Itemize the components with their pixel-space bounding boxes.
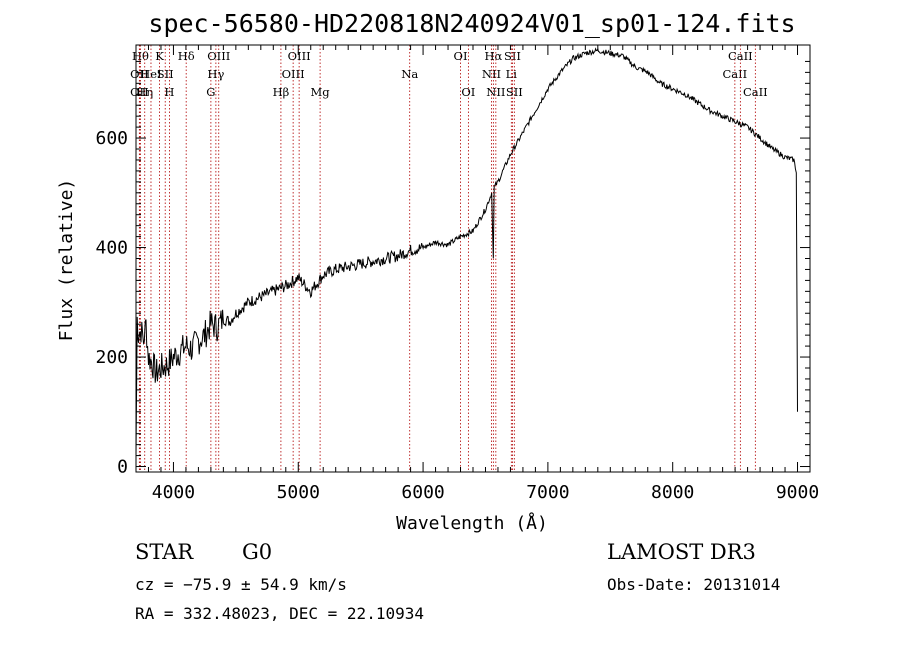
x-tick-label: 5000 <box>277 482 320 503</box>
spectral-line-label: G <box>206 85 215 99</box>
observation-date: Obs-Date: 20131014 <box>607 575 781 594</box>
spectral-line-label: HeI <box>140 67 161 81</box>
spectral-line-label: H <box>164 85 174 99</box>
y-tick-label: 200 <box>95 347 128 368</box>
spectral-line-label: Hβ <box>273 85 290 99</box>
spectral-line-label: Li <box>506 67 518 81</box>
x-axis-label: Wavelength (Å) <box>396 512 548 534</box>
y-axis-ticks: 0 200 400 600 <box>95 60 810 478</box>
flux-series-line <box>135 47 798 456</box>
spectral-line-label: CaII <box>743 85 768 99</box>
spectral-line-label: Hδ <box>178 49 195 63</box>
survey-name: LAMOST DR3 <box>607 540 756 564</box>
spectral-line-label: CaII <box>722 67 747 81</box>
x-tick-label: 4000 <box>152 482 195 503</box>
x-tick-label: 9000 <box>776 482 819 503</box>
spectral-line-label: Hγ <box>207 67 224 81</box>
spectral-line-label: OI <box>454 49 468 63</box>
x-tick-label: 7000 <box>526 482 569 503</box>
y-axis-label: Flux (relative) <box>56 179 77 342</box>
spectral-line-label: SII <box>504 49 521 63</box>
coordinates: RA = 332.48023, DEC = 22.10934 <box>135 604 424 623</box>
spectral-line-label: SII <box>157 67 174 81</box>
spectral-line-label: SII <box>506 85 523 99</box>
y-tick-label: 400 <box>95 238 128 259</box>
spectral-line-label: OIII <box>207 49 230 63</box>
spectral-line-label: CaII <box>728 49 753 63</box>
spectral-line-label: Na <box>401 67 418 81</box>
spectral-subclass: G0 <box>242 540 273 564</box>
spectral-line-label: Mg <box>311 85 331 99</box>
chart-title: spec-56580-HD220818N240924V01_sp01-124.f… <box>148 9 795 38</box>
y-tick-label: 600 <box>95 128 128 149</box>
spectral-line-label: Hθ <box>132 49 149 63</box>
spectral-line-label: OIII <box>288 49 311 63</box>
spectral-line-label: K <box>155 49 164 63</box>
y-tick-label: 0 <box>117 457 128 478</box>
redshift-cz: cz = −75.9 ± 54.9 km/s <box>135 575 347 594</box>
spectral-line-label: OIII <box>282 67 305 81</box>
spectral-line-markers: HθOIIOIIHηHeIKSIIHHδGHγOIIIHβOIIIOIIIMgN… <box>130 45 768 472</box>
x-tick-label: 6000 <box>401 482 444 503</box>
spectral-line-label: OI <box>461 85 475 99</box>
plot-frame <box>135 44 811 473</box>
spectral-line-label: Hη <box>136 85 153 99</box>
spectral-line-label: NII <box>486 85 505 99</box>
object-class: STAR <box>135 540 194 564</box>
x-tick-label: 8000 <box>651 482 694 503</box>
spectral-line-label: OII <box>130 85 149 99</box>
spectral-line-label: NII <box>482 67 501 81</box>
x-axis-ticks: 4000 5000 6000 7000 8000 9000 <box>135 45 819 503</box>
spectral-line-label: Hα <box>484 49 502 63</box>
